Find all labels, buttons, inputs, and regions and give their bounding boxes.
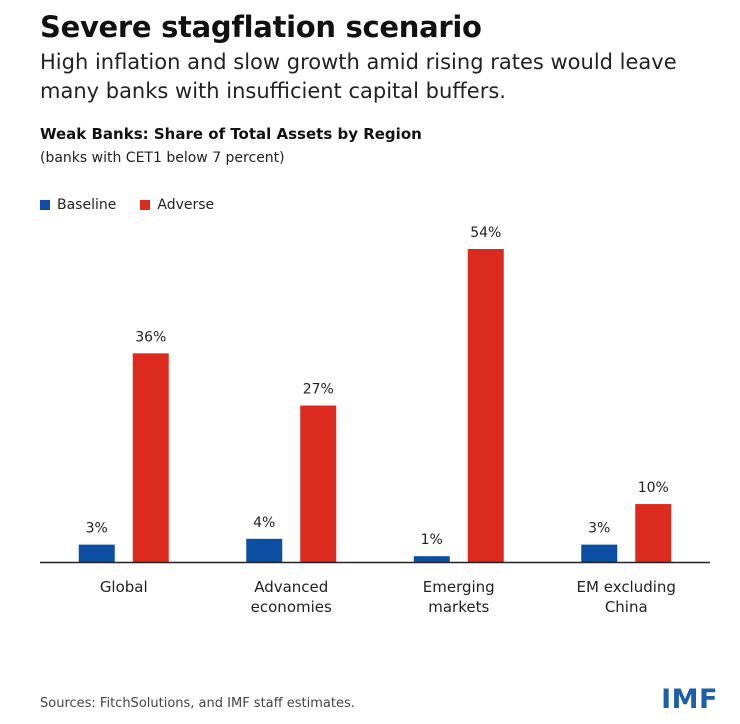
data-label-baseline-0: 3% (86, 521, 108, 537)
chart-subtitle: (banks with CET1 below 7 percent) (40, 150, 285, 166)
data-label-baseline-1: 4% (253, 515, 275, 531)
chart-title: Weak Banks: Share of Total Assets by Reg… (40, 125, 422, 143)
bar-adverse-0 (132, 353, 169, 562)
data-label-baseline-2: 1% (421, 532, 443, 548)
bar-baseline-2 (413, 556, 450, 562)
category-label-0-0: Global (100, 578, 148, 596)
bar-adverse-2 (467, 249, 504, 562)
legend-swatch-baseline (40, 200, 50, 210)
bar-adverse-1 (300, 405, 337, 562)
category-label-3-0: EM excluding (577, 578, 676, 596)
source-note: Sources: FitchSolutions, and IMF staff e… (40, 696, 355, 711)
legend-item-baseline: Baseline (40, 197, 116, 213)
category-label-1-1: economies (251, 598, 332, 616)
data-label-adverse-2: 54% (470, 225, 501, 241)
bar-baseline-1 (246, 538, 283, 562)
category-label-2-1: markets (428, 598, 489, 616)
category-label-1-0: Advanced (254, 578, 328, 596)
imf-logo: IMF (661, 684, 718, 715)
legend-swatch-adverse (140, 200, 151, 210)
legend-label-baseline: Baseline (57, 197, 117, 213)
bar-baseline-0 (78, 544, 115, 562)
category-label-2-0: Emerging (423, 578, 495, 596)
data-label-baseline-3: 3% (588, 521, 610, 537)
chart-legend: Baseline Adverse (40, 197, 230, 213)
bar-adverse-3 (635, 504, 672, 562)
data-label-adverse-1: 27% (303, 382, 334, 398)
data-label-adverse-3: 10% (638, 480, 669, 496)
bar-baseline-3 (581, 544, 618, 562)
page-subtitle: High inflation and slow growth amid risi… (40, 50, 677, 103)
page-title: Severe stagflation scenario (40, 10, 482, 44)
legend-item-adverse: Adverse (140, 197, 214, 213)
data-label-adverse-0: 36% (135, 329, 166, 345)
category-label-3-1: China (605, 598, 648, 616)
legend-label-adverse: Adverse (157, 197, 215, 213)
